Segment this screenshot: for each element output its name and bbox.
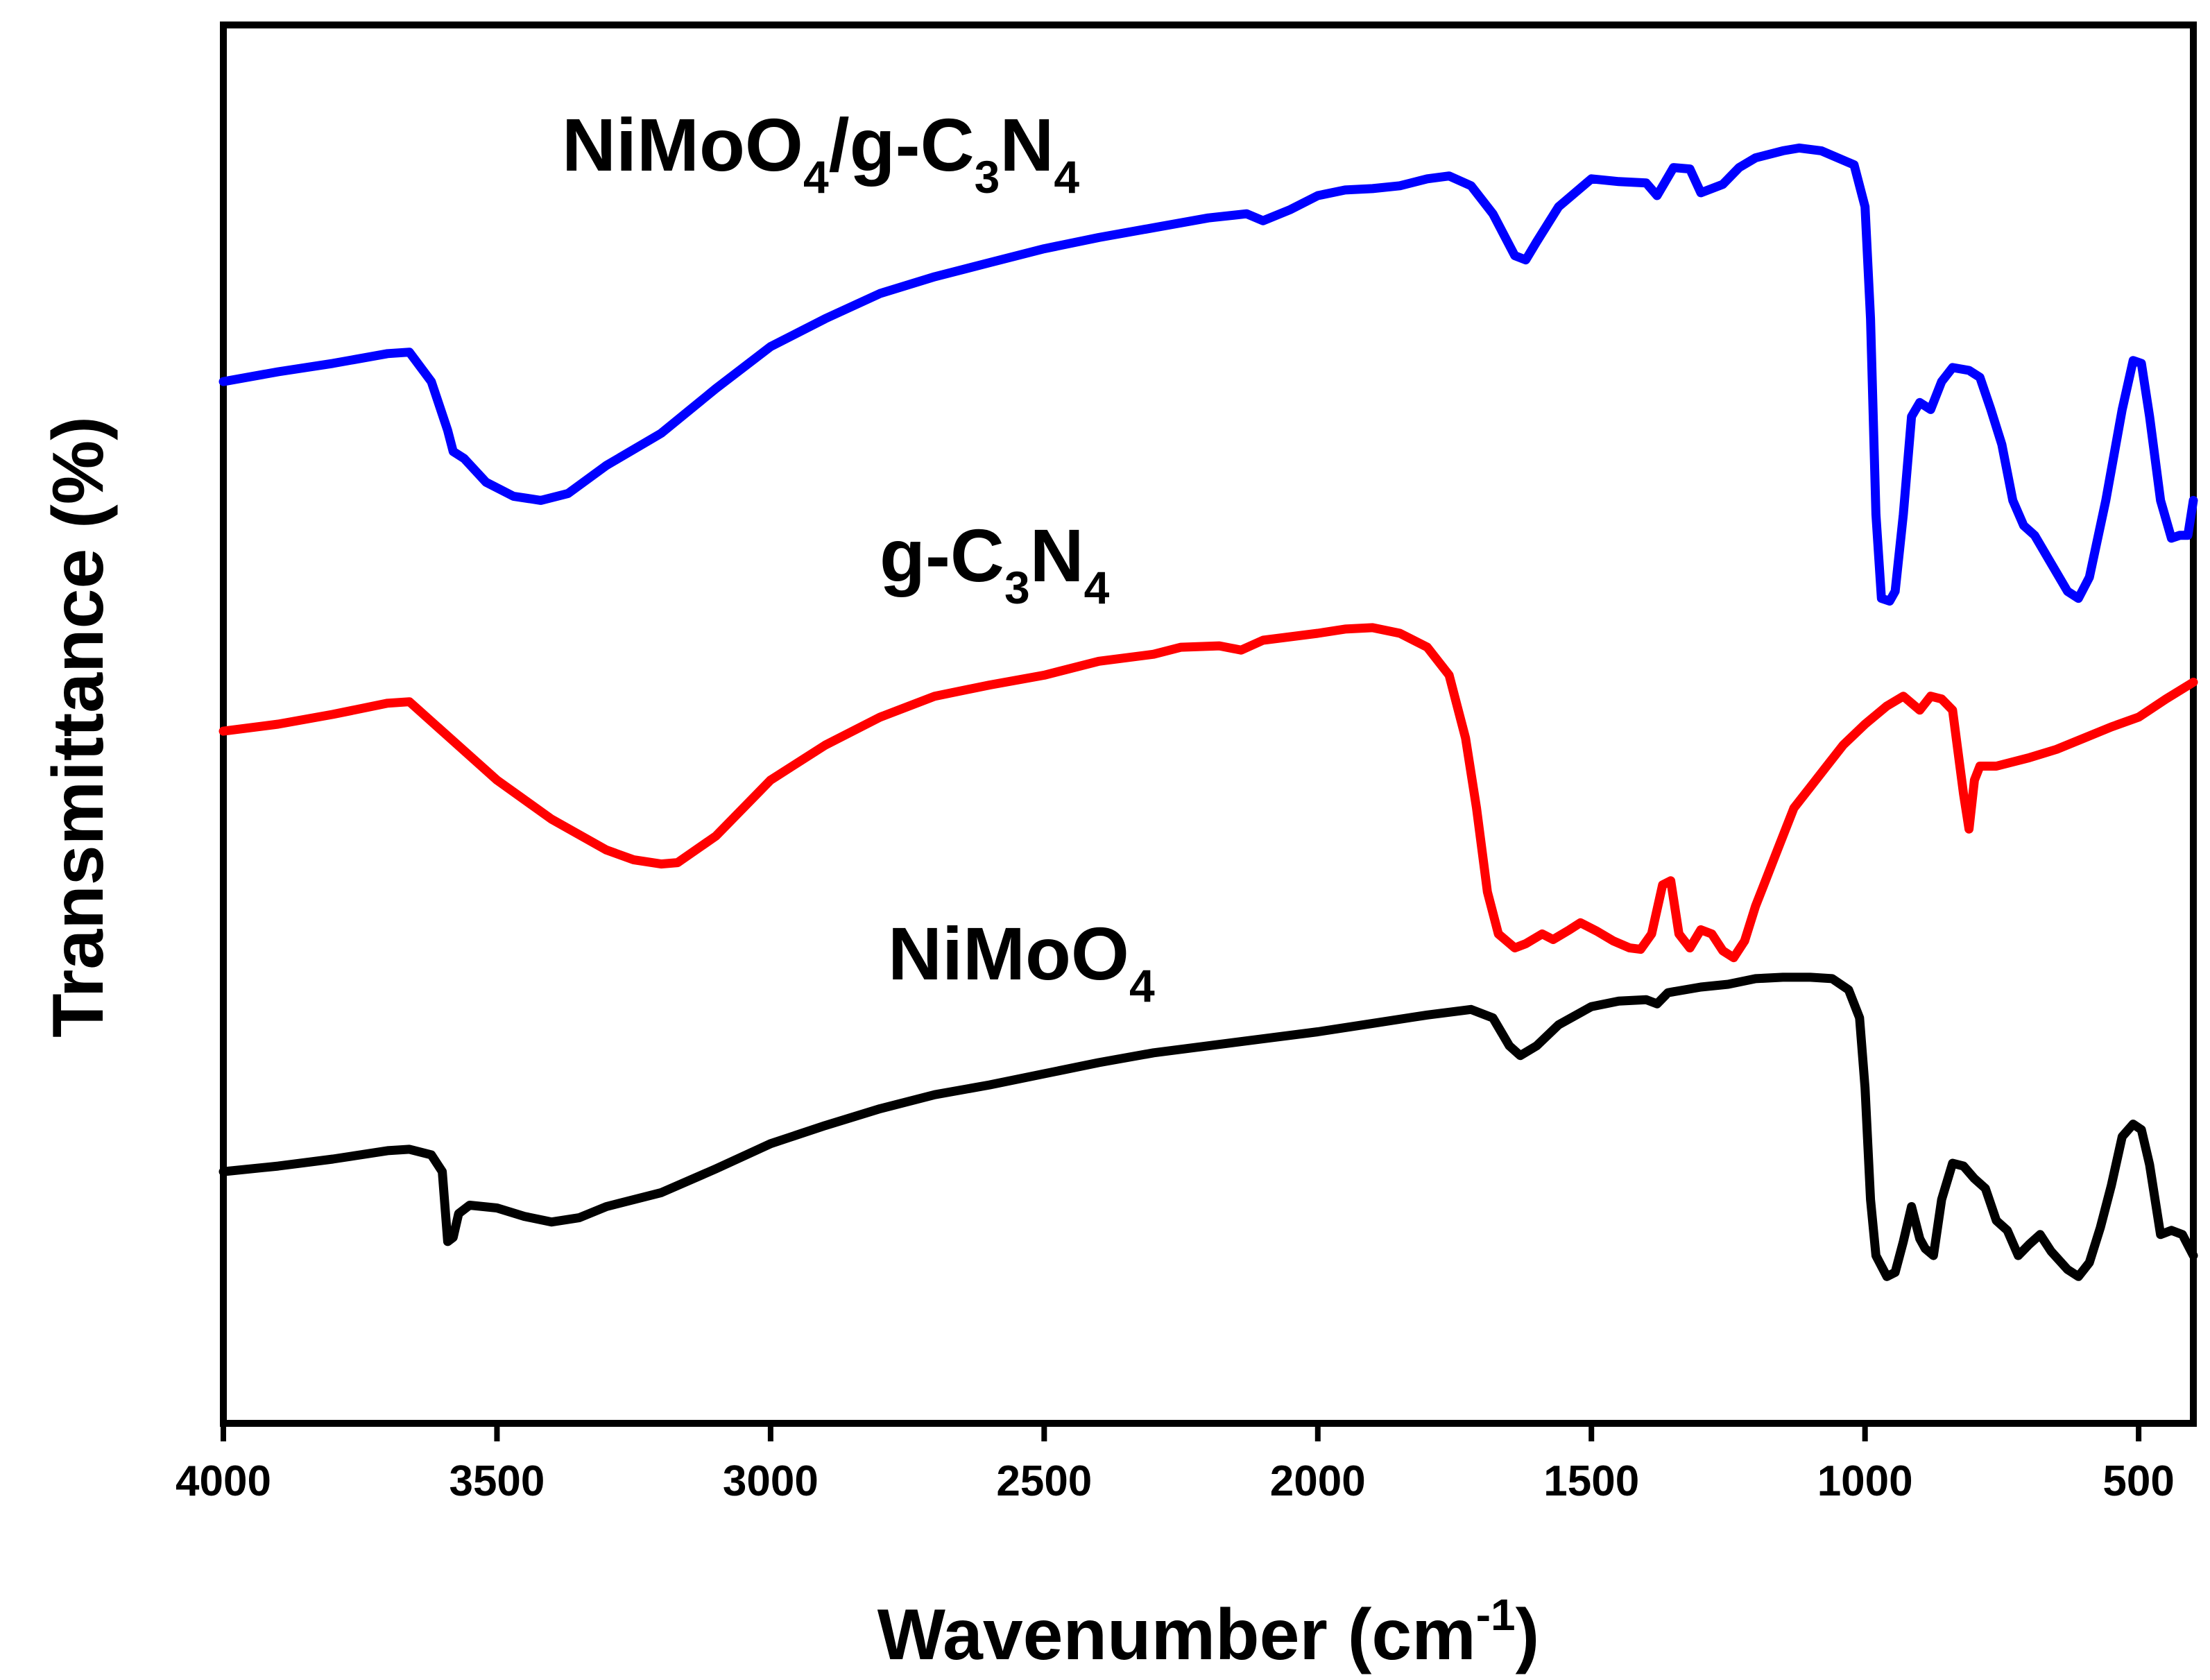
label-text: NiMoO xyxy=(888,911,1129,995)
series-line-1 xyxy=(219,623,2198,963)
x-tick-label: 1000 xyxy=(1817,1457,1913,1505)
label-text: /g-C xyxy=(829,103,975,187)
series-line-0 xyxy=(219,143,2198,606)
label-subscript: 4 xyxy=(1129,960,1155,1011)
label-text: NiMoO xyxy=(562,103,803,187)
label-text: N xyxy=(1000,103,1054,187)
label-text: N xyxy=(1030,513,1084,597)
x-axis-title-superscript: -1 xyxy=(1476,1590,1516,1640)
label-subscript: 4 xyxy=(1084,562,1110,613)
x-tick-label: 500 xyxy=(2102,1457,2174,1505)
label-subscript: 3 xyxy=(975,151,1000,203)
x-tick-label: 2500 xyxy=(996,1457,1092,1505)
series-label-1: g-C3N4 xyxy=(880,513,1110,613)
x-axis-title-text: Wavenumber (cm xyxy=(877,1595,1476,1675)
series-group xyxy=(219,143,2198,1281)
x-axis-title: Wavenumber (cm-1) xyxy=(877,1590,1540,1675)
label-subscript: 3 xyxy=(1004,562,1030,613)
x-tick-label: 1500 xyxy=(1543,1457,1639,1505)
x-tick-label: 2000 xyxy=(1270,1457,1366,1505)
x-tick-label: 4000 xyxy=(175,1457,271,1505)
plot-area: 4000 3500 3000 2500 2000 1500 1000 500 NiMoO4/g… xyxy=(175,22,2198,1505)
series-line-2 xyxy=(219,972,2198,1281)
x-axis-title-close: ) xyxy=(1516,1595,1540,1675)
series-label-0: NiMoO4/g-C3N4 xyxy=(562,103,1079,203)
x-ticks: 4000 3500 3000 2500 2000 1500 1000 500 xyxy=(175,1423,2175,1505)
x-tick-label: 3500 xyxy=(449,1457,545,1505)
label-subscript: 4 xyxy=(803,151,829,203)
label-text: g-C xyxy=(880,513,1004,597)
series-label-2: NiMoO4 xyxy=(888,911,1155,1011)
y-axis-title: Transmittance (%) xyxy=(38,416,119,1038)
x-tick-label: 3000 xyxy=(723,1457,819,1505)
label-subscript: 4 xyxy=(1054,151,1079,203)
plot-frame xyxy=(220,22,2197,1427)
